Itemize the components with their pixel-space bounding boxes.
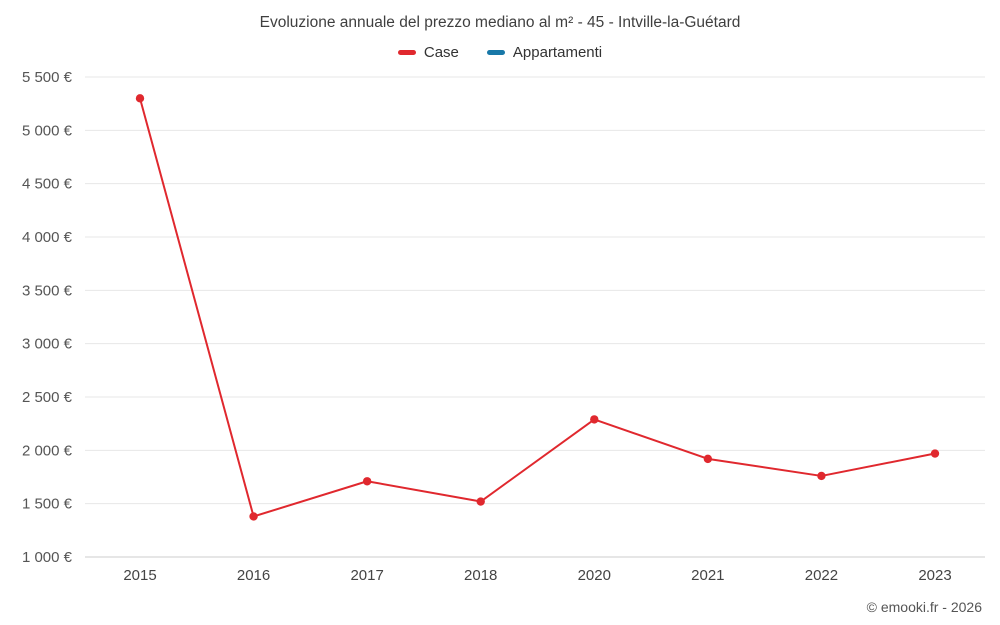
x-tick-label: 2018 xyxy=(464,567,497,584)
x-tick-label: 2021 xyxy=(691,567,724,584)
x-tick-label: 2016 xyxy=(237,567,270,584)
legend-item-case[interactable]: Case xyxy=(397,44,459,61)
series-line-case xyxy=(139,97,936,518)
y-tick-label: 2 000 € xyxy=(22,442,73,459)
data-point-case xyxy=(249,512,258,521)
y-tick-label: 3 500 € xyxy=(22,282,73,299)
y-tick-label: 5 000 € xyxy=(22,122,73,139)
y-tick-label: 3 000 € xyxy=(22,336,73,353)
legend-label-case: Case xyxy=(423,44,459,61)
x-tick-label: 2023 xyxy=(918,567,951,584)
x-tick-label: 2020 xyxy=(578,567,611,584)
footer-credit: © emooki.fr - 2026 xyxy=(866,599,982,615)
legend-swatch-appartamenti-icon xyxy=(486,50,505,55)
data-point-case xyxy=(703,454,713,464)
x-tick-label: 2015 xyxy=(123,567,156,584)
x-tick-label: 2017 xyxy=(350,567,383,584)
legend-swatch-case-icon xyxy=(397,50,416,55)
data-point-case xyxy=(930,449,940,458)
y-tick-label: 4 500 € xyxy=(22,176,73,193)
legend-item-appartamenti[interactable]: Appartamenti xyxy=(486,44,603,61)
chart-legend: Case Appartamenti xyxy=(0,44,1000,61)
y-tick-label: 1 000 € xyxy=(22,549,73,566)
x-tick-label: 2022 xyxy=(805,567,838,584)
data-point-case xyxy=(817,471,826,481)
y-tick-label: 2 500 € xyxy=(22,389,73,406)
y-tick-label: 4 000 € xyxy=(22,229,73,246)
data-point-case xyxy=(476,497,485,506)
y-tick-label: 1 500 € xyxy=(22,496,73,513)
data-point-case xyxy=(135,94,145,103)
chart-title: Evoluzione annuale del prezzo mediano al… xyxy=(259,14,741,31)
data-point-case xyxy=(362,477,372,486)
y-tick-label: 5 500 € xyxy=(22,69,73,86)
legend-label-appartamenti: Appartamenti xyxy=(512,44,603,61)
data-point-case xyxy=(590,415,599,424)
